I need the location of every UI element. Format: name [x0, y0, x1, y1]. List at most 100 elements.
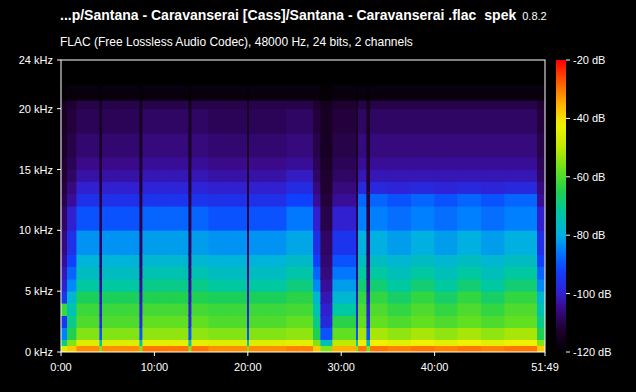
cell: [140, 60, 143, 84]
cell: [229, 303, 247, 315]
cell: [114, 316, 126, 328]
cell: [61, 100, 67, 109]
cell: [102, 100, 114, 109]
cell: [321, 206, 333, 230]
cell: [61, 84, 67, 100]
cell: [143, 346, 155, 352]
cell: [67, 340, 76, 346]
cell: [247, 100, 249, 109]
cell: [209, 109, 229, 133]
cell: [458, 267, 481, 279]
cell: [321, 346, 333, 352]
cell: [304, 133, 313, 157]
cell: [266, 109, 286, 133]
cell: [247, 60, 249, 84]
cell: [505, 340, 528, 346]
cell: [370, 279, 388, 291]
cell: [209, 316, 229, 328]
colorbar-tick-label: -100 dB: [573, 288, 612, 300]
cell: [140, 170, 143, 182]
cell: [143, 170, 155, 182]
cell: [367, 291, 370, 303]
cell: [528, 84, 537, 100]
cell: [209, 194, 229, 206]
cell: [266, 255, 286, 267]
cell: [170, 170, 189, 182]
cell: [249, 170, 266, 182]
cell: [249, 109, 266, 133]
cell: [192, 316, 209, 328]
cell: [370, 170, 388, 182]
cell: [114, 340, 126, 346]
cell: [358, 316, 367, 328]
cell: [266, 206, 286, 230]
cell: [100, 340, 102, 346]
cell: [102, 60, 114, 84]
cell: [249, 328, 266, 340]
cell: [505, 109, 528, 133]
cell: [154, 84, 170, 100]
cell: [388, 340, 411, 346]
cell: [247, 346, 249, 352]
cell: [209, 303, 229, 315]
cell: [343, 206, 356, 230]
cell: [154, 230, 170, 254]
cell: [102, 279, 114, 291]
cell: [481, 340, 504, 346]
cell: [209, 182, 229, 194]
cell: [126, 109, 139, 133]
cell: [192, 170, 209, 182]
cell: [367, 109, 370, 133]
cell: [313, 109, 321, 133]
cell: [170, 328, 189, 340]
cell: [505, 182, 528, 194]
cell: [458, 60, 481, 84]
y-tick-label: 15 kHz: [19, 164, 53, 176]
cell: [333, 206, 343, 230]
cell: [67, 255, 76, 267]
cell: [358, 267, 367, 279]
cell: [67, 279, 76, 291]
cell: [189, 316, 192, 328]
plot-frame: [61, 60, 545, 352]
cell: [537, 340, 545, 346]
cell: [192, 84, 209, 100]
cell: [343, 182, 356, 194]
cell: [388, 109, 411, 133]
cell: [304, 84, 313, 100]
cell: [321, 157, 333, 169]
cell: [61, 267, 67, 279]
cell: [154, 182, 170, 194]
cell: [370, 206, 388, 230]
colorbar-tick-label: -120 dB: [573, 346, 612, 358]
cell: [313, 206, 321, 230]
cell: [170, 267, 189, 279]
cell: [458, 206, 481, 230]
cell: [154, 60, 170, 84]
cell: [356, 182, 358, 194]
cell: [287, 182, 304, 194]
cell: [321, 133, 333, 157]
cell: [528, 346, 537, 352]
cell: [67, 230, 76, 254]
cell: [505, 170, 528, 182]
cell: [140, 194, 143, 206]
cell: [89, 100, 100, 109]
cell: [77, 157, 89, 169]
cell: [321, 60, 333, 84]
cell: [247, 182, 249, 194]
cell: [170, 303, 189, 315]
y-tick: [57, 169, 61, 170]
cell: [266, 100, 286, 109]
cell: [100, 316, 102, 328]
cell: [249, 182, 266, 194]
cell: [528, 340, 537, 346]
cell: [505, 230, 528, 254]
cell: [343, 328, 356, 340]
cell: [458, 316, 481, 328]
cell: [370, 291, 388, 303]
cell: [89, 194, 100, 206]
x-tick-label: 10:00: [141, 361, 169, 373]
cell: [435, 346, 458, 352]
cell: [537, 157, 545, 169]
